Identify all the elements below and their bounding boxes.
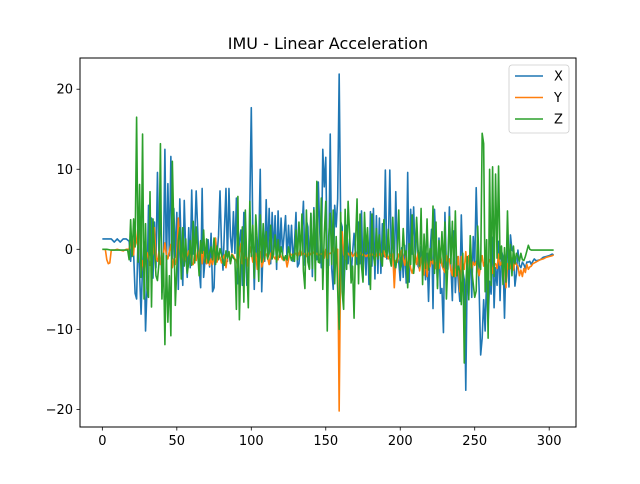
- x-tick-label: 50: [169, 434, 186, 449]
- chart-title: IMU - Linear Acceleration: [228, 34, 428, 53]
- x-tick-label: 250: [462, 434, 487, 449]
- legend-label-z: Z: [554, 113, 563, 128]
- series-line-z: [102, 116, 554, 364]
- y-tick-label: 20: [56, 83, 73, 98]
- x-tick-label: 150: [313, 434, 338, 449]
- y-tick-label: 10: [56, 163, 73, 178]
- x-tick-label: 0: [98, 434, 106, 449]
- x-axis: 0 50 100 150 200 250 300: [98, 427, 562, 449]
- series-layer: [102, 73, 555, 412]
- y-tick-label: −10: [46, 323, 73, 338]
- y-tick-label: −20: [46, 403, 73, 418]
- legend-label-y: Y: [553, 91, 562, 106]
- y-tick-label: 0: [65, 243, 73, 258]
- legend-label-x: X: [554, 70, 563, 85]
- plot-frame: [79, 57, 577, 428]
- x-tick-label: 300: [537, 434, 562, 449]
- legend-box: [508, 64, 570, 134]
- legend: XYZ: [508, 64, 570, 134]
- y-axis: −20 −10 0 10 20: [46, 83, 80, 418]
- x-tick-label: 200: [388, 434, 413, 449]
- x-tick-label: 100: [239, 434, 264, 449]
